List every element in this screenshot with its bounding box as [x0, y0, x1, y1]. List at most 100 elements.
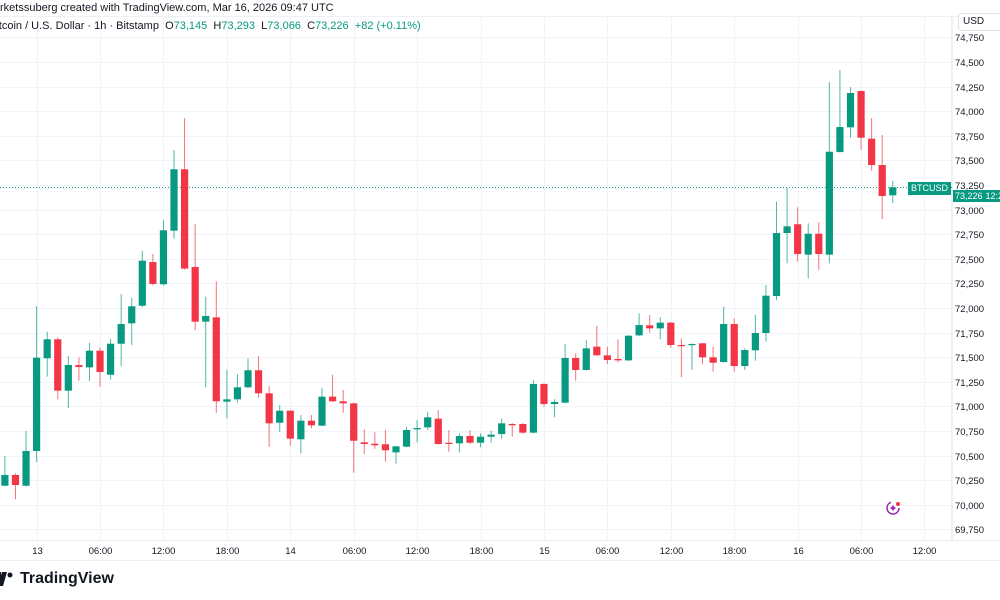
- candle-bearish[interactable]: [265, 386, 273, 447]
- candle-bearish[interactable]: [572, 353, 580, 381]
- candle-bearish[interactable]: [667, 321, 675, 348]
- candle-bearish[interactable]: [54, 337, 62, 400]
- candle-bullish[interactable]: [772, 201, 781, 301]
- candle-bullish[interactable]: [1, 455, 9, 487]
- y-tick-label: 73,000: [955, 206, 984, 217]
- candle-bullish[interactable]: [688, 343, 696, 370]
- candle-bullish[interactable]: [117, 294, 125, 367]
- candle-bearish[interactable]: [857, 90, 865, 150]
- candle-bullish[interactable]: [624, 335, 633, 362]
- candle-bearish[interactable]: [794, 207, 802, 262]
- candle-bearish[interactable]: [646, 314, 654, 333]
- candle-bearish[interactable]: [466, 430, 474, 444]
- candle-body: [371, 443, 379, 446]
- candle-bullish[interactable]: [783, 187, 791, 264]
- candle-bullish[interactable]: [762, 284, 770, 342]
- candle-bullish[interactable]: [741, 348, 749, 370]
- candle-bearish[interactable]: [339, 389, 347, 413]
- candle-bearish[interactable]: [191, 224, 199, 331]
- candle-bearish[interactable]: [180, 118, 189, 270]
- candle-bearish[interactable]: [254, 356, 263, 398]
- candle-bullish[interactable]: [889, 180, 897, 204]
- candle-bullish[interactable]: [170, 149, 178, 239]
- candle-bullish[interactable]: [487, 430, 495, 443]
- candle-bullish[interactable]: [128, 297, 136, 345]
- candle-bearish[interactable]: [540, 383, 548, 407]
- candle-bullish[interactable]: [825, 81, 833, 264]
- candle-bearish[interactable]: [212, 281, 220, 413]
- candle-bearish[interactable]: [328, 374, 337, 402]
- candle-bearish[interactable]: [677, 338, 685, 378]
- candle-body: [762, 295, 770, 333]
- candle-bearish[interactable]: [286, 410, 294, 446]
- candle-bullish[interactable]: [424, 412, 432, 431]
- candle-bullish[interactable]: [550, 399, 559, 418]
- candle-bearish[interactable]: [434, 410, 442, 445]
- candle-bearish[interactable]: [614, 339, 622, 363]
- candle-bearish[interactable]: [360, 429, 368, 455]
- candle-bullish[interactable]: [392, 445, 400, 464]
- symbol-description[interactable]: Bitcoin / U.S. Dollar · 1h · Bitstamp: [0, 20, 159, 32]
- candle-bullish[interactable]: [33, 306, 41, 463]
- y-tick-label: 71,000: [955, 402, 984, 413]
- currency-button[interactable]: USD: [958, 13, 1000, 31]
- candle-bearish[interactable]: [96, 347, 104, 387]
- candle-bullish[interactable]: [498, 418, 506, 439]
- candle-bearish[interactable]: [350, 402, 358, 473]
- candle-bullish[interactable]: [85, 342, 94, 382]
- candle-body: [318, 396, 326, 426]
- candle-bullish[interactable]: [276, 405, 284, 433]
- time-axis[interactable]: 13 06:00 12:00 18:00 14 06:00 12:00 18:00 15 06:0…: [32, 546, 936, 557]
- candle-bullish[interactable]: [836, 69, 844, 153]
- candle-bullish[interactable]: [107, 338, 115, 380]
- candle-bullish[interactable]: [720, 306, 728, 363]
- candle-bullish[interactable]: [561, 344, 569, 404]
- candle-bullish[interactable]: [244, 358, 252, 389]
- candle-bearish[interactable]: [508, 423, 516, 437]
- candle-bullish[interactable]: [402, 426, 411, 448]
- candle-body: [720, 324, 728, 363]
- candle-bearish[interactable]: [381, 430, 390, 462]
- candle-bullish[interactable]: [476, 433, 485, 448]
- candle-bullish[interactable]: [202, 296, 210, 388]
- price-axis[interactable]: 74,750 74,500 74,250 74,000 73,750 73,500 73,2…: [955, 33, 984, 536]
- candle-bearish[interactable]: [593, 326, 601, 356]
- candle-bullish[interactable]: [656, 317, 664, 340]
- candle-bullish[interactable]: [22, 431, 30, 487]
- candle-bearish[interactable]: [445, 430, 453, 452]
- candle-bearish[interactable]: [815, 222, 823, 271]
- candle-bearish[interactable]: [868, 117, 876, 171]
- candle-bearish[interactable]: [75, 357, 83, 381]
- tradingview-logo[interactable]: TradingView: [0, 570, 114, 588]
- candle-bullish[interactable]: [233, 374, 242, 403]
- candle-bullish[interactable]: [846, 87, 855, 138]
- candle-bearish[interactable]: [11, 473, 20, 500]
- candle-bearish[interactable]: [709, 346, 717, 372]
- candle-bullish[interactable]: [455, 433, 464, 453]
- candle-bearish[interactable]: [149, 253, 157, 286]
- candle-bullish[interactable]: [223, 369, 231, 419]
- candle-body: [857, 91, 865, 138]
- candle-bearish[interactable]: [371, 432, 379, 449]
- candle-bullish[interactable]: [582, 339, 590, 371]
- candle-bearish[interactable]: [698, 342, 707, 364]
- candle-body: [107, 343, 115, 375]
- candle-bullish[interactable]: [529, 380, 537, 434]
- candle-bullish[interactable]: [43, 331, 51, 377]
- candle-bullish[interactable]: [318, 387, 326, 427]
- candle-bullish[interactable]: [635, 313, 643, 337]
- candle-bearish[interactable]: [307, 415, 316, 429]
- candle-bullish[interactable]: [413, 419, 421, 443]
- candle-bearish[interactable]: [730, 318, 738, 372]
- candle-bullish[interactable]: [159, 220, 168, 286]
- candle-bullish[interactable]: [64, 356, 72, 408]
- candle-bullish[interactable]: [297, 415, 305, 454]
- candle-bullish[interactable]: [751, 314, 759, 361]
- sparkle-icon[interactable]: [886, 501, 900, 515]
- candle-bearish[interactable]: [519, 423, 527, 434]
- candle-bullish[interactable]: [138, 250, 146, 308]
- candle-bearish[interactable]: [878, 135, 886, 220]
- candle-bearish[interactable]: [603, 346, 611, 364]
- candle-bullish[interactable]: [804, 223, 812, 279]
